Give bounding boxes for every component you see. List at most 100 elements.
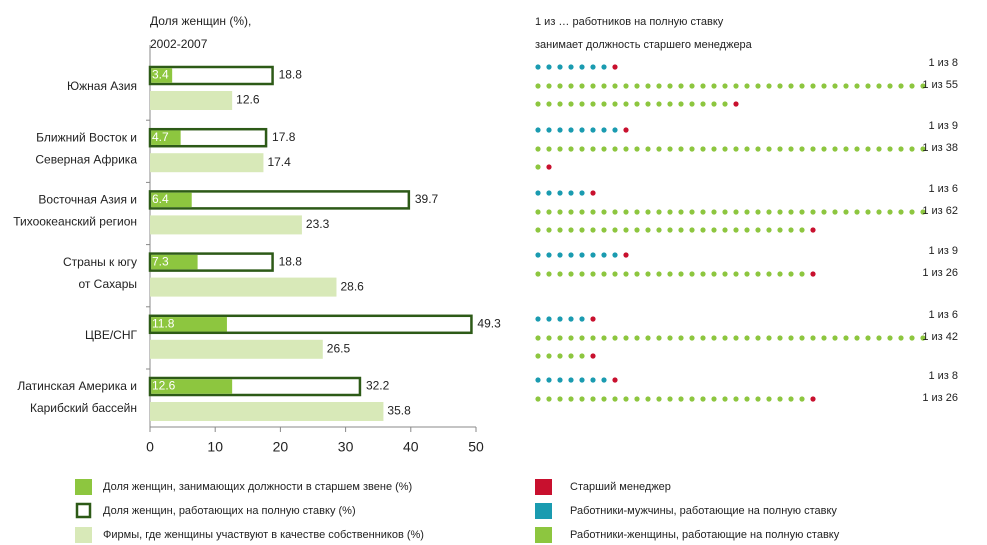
dot bbox=[678, 101, 684, 107]
dot bbox=[612, 209, 618, 215]
dot bbox=[876, 83, 882, 89]
bar bbox=[150, 215, 302, 235]
dot bbox=[733, 396, 739, 402]
dot bbox=[788, 209, 794, 215]
dot bbox=[601, 335, 607, 341]
dot bbox=[590, 64, 596, 70]
dot bbox=[634, 271, 640, 277]
dot bbox=[535, 83, 541, 89]
dot bbox=[810, 335, 816, 341]
dot bbox=[557, 353, 563, 359]
dot bbox=[568, 127, 574, 133]
dot bbox=[557, 64, 563, 70]
dot bbox=[535, 64, 541, 70]
bar bbox=[151, 130, 181, 145]
dot bbox=[843, 83, 849, 89]
dot bbox=[766, 83, 772, 89]
legend-swatch bbox=[75, 479, 92, 495]
legend-label: Доля женщин, работающих на полную ставку… bbox=[103, 505, 356, 517]
legend-swatch bbox=[535, 479, 552, 495]
data-label: 32.2 bbox=[366, 379, 390, 393]
data-label: 1 из 6 bbox=[928, 309, 958, 321]
data-label: 1 из 38 bbox=[922, 142, 958, 154]
data-label: 1 из 6 bbox=[928, 183, 958, 195]
dot bbox=[568, 252, 574, 258]
dot bbox=[678, 83, 684, 89]
dot bbox=[590, 190, 596, 196]
dot bbox=[535, 316, 541, 322]
dot bbox=[568, 377, 574, 383]
dot bbox=[656, 101, 662, 107]
dot bbox=[755, 83, 761, 89]
dot bbox=[601, 396, 607, 402]
dot bbox=[788, 227, 794, 233]
dot bbox=[700, 101, 706, 107]
dot bbox=[810, 271, 816, 277]
data-label: 12.6 bbox=[236, 93, 260, 107]
dot bbox=[799, 271, 805, 277]
y-tick-label: от Сахары bbox=[78, 277, 137, 291]
y-tick-label: ЦВЕ/СНГ bbox=[85, 328, 138, 342]
dot bbox=[612, 64, 618, 70]
dot bbox=[821, 83, 827, 89]
dot bbox=[546, 227, 552, 233]
dot bbox=[733, 146, 739, 152]
dot bbox=[898, 335, 904, 341]
dot bbox=[909, 146, 915, 152]
dot bbox=[601, 83, 607, 89]
dot bbox=[601, 209, 607, 215]
dot bbox=[557, 190, 563, 196]
dot bbox=[733, 101, 739, 107]
dot bbox=[700, 146, 706, 152]
dot bbox=[557, 209, 563, 215]
dot bbox=[612, 335, 618, 341]
x-tick-label: 50 bbox=[468, 439, 484, 455]
chart-title: Доля женщин (%), bbox=[150, 14, 251, 28]
dot bbox=[645, 396, 651, 402]
data-label: 1 из 26 bbox=[922, 267, 958, 279]
dot bbox=[535, 353, 541, 359]
data-label: 1 из 8 bbox=[928, 57, 958, 69]
dot bbox=[744, 271, 750, 277]
dot bbox=[799, 83, 805, 89]
dot bbox=[579, 396, 585, 402]
dot bbox=[755, 146, 761, 152]
dot-row bbox=[535, 83, 926, 107]
dot bbox=[887, 146, 893, 152]
dot bbox=[546, 209, 552, 215]
dot bbox=[909, 209, 915, 215]
dot bbox=[612, 227, 618, 233]
dot bbox=[535, 271, 541, 277]
dot bbox=[799, 227, 805, 233]
dot bbox=[623, 83, 629, 89]
dot bbox=[810, 396, 816, 402]
dot bbox=[865, 209, 871, 215]
dot bbox=[766, 146, 772, 152]
dot bbox=[854, 83, 860, 89]
data-label: 1 из 42 bbox=[922, 331, 958, 343]
dot bbox=[656, 209, 662, 215]
dot bbox=[557, 101, 563, 107]
data-label: 17.4 bbox=[267, 155, 291, 169]
dot bbox=[645, 146, 651, 152]
data-label: 23.3 bbox=[306, 217, 330, 231]
legend-swatch bbox=[75, 502, 92, 519]
dot bbox=[799, 335, 805, 341]
dot bbox=[601, 127, 607, 133]
dot bbox=[832, 209, 838, 215]
dot bbox=[579, 83, 585, 89]
dot bbox=[612, 271, 618, 277]
dot bbox=[557, 335, 563, 341]
dot bbox=[546, 64, 552, 70]
dot-row bbox=[535, 64, 618, 70]
dot bbox=[678, 271, 684, 277]
dot bbox=[821, 146, 827, 152]
legend-label: Старший менеджер bbox=[570, 481, 671, 493]
data-label: 28.6 bbox=[340, 279, 364, 293]
dot bbox=[920, 146, 926, 152]
dot bbox=[678, 146, 684, 152]
dot bbox=[590, 101, 596, 107]
dot bbox=[700, 271, 706, 277]
dot bbox=[568, 335, 574, 341]
dot bbox=[656, 335, 662, 341]
